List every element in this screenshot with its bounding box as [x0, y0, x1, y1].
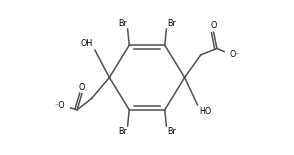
Text: Br: Br	[118, 127, 127, 136]
Text: Br: Br	[167, 127, 176, 136]
Text: HO: HO	[199, 107, 211, 116]
Text: ⁻O: ⁻O	[54, 101, 65, 110]
Text: Br: Br	[167, 19, 176, 28]
Text: O: O	[211, 21, 217, 30]
Text: O⁻: O⁻	[229, 50, 240, 59]
Text: O: O	[79, 83, 85, 92]
Text: Br: Br	[118, 19, 127, 28]
Text: OH: OH	[81, 39, 93, 48]
